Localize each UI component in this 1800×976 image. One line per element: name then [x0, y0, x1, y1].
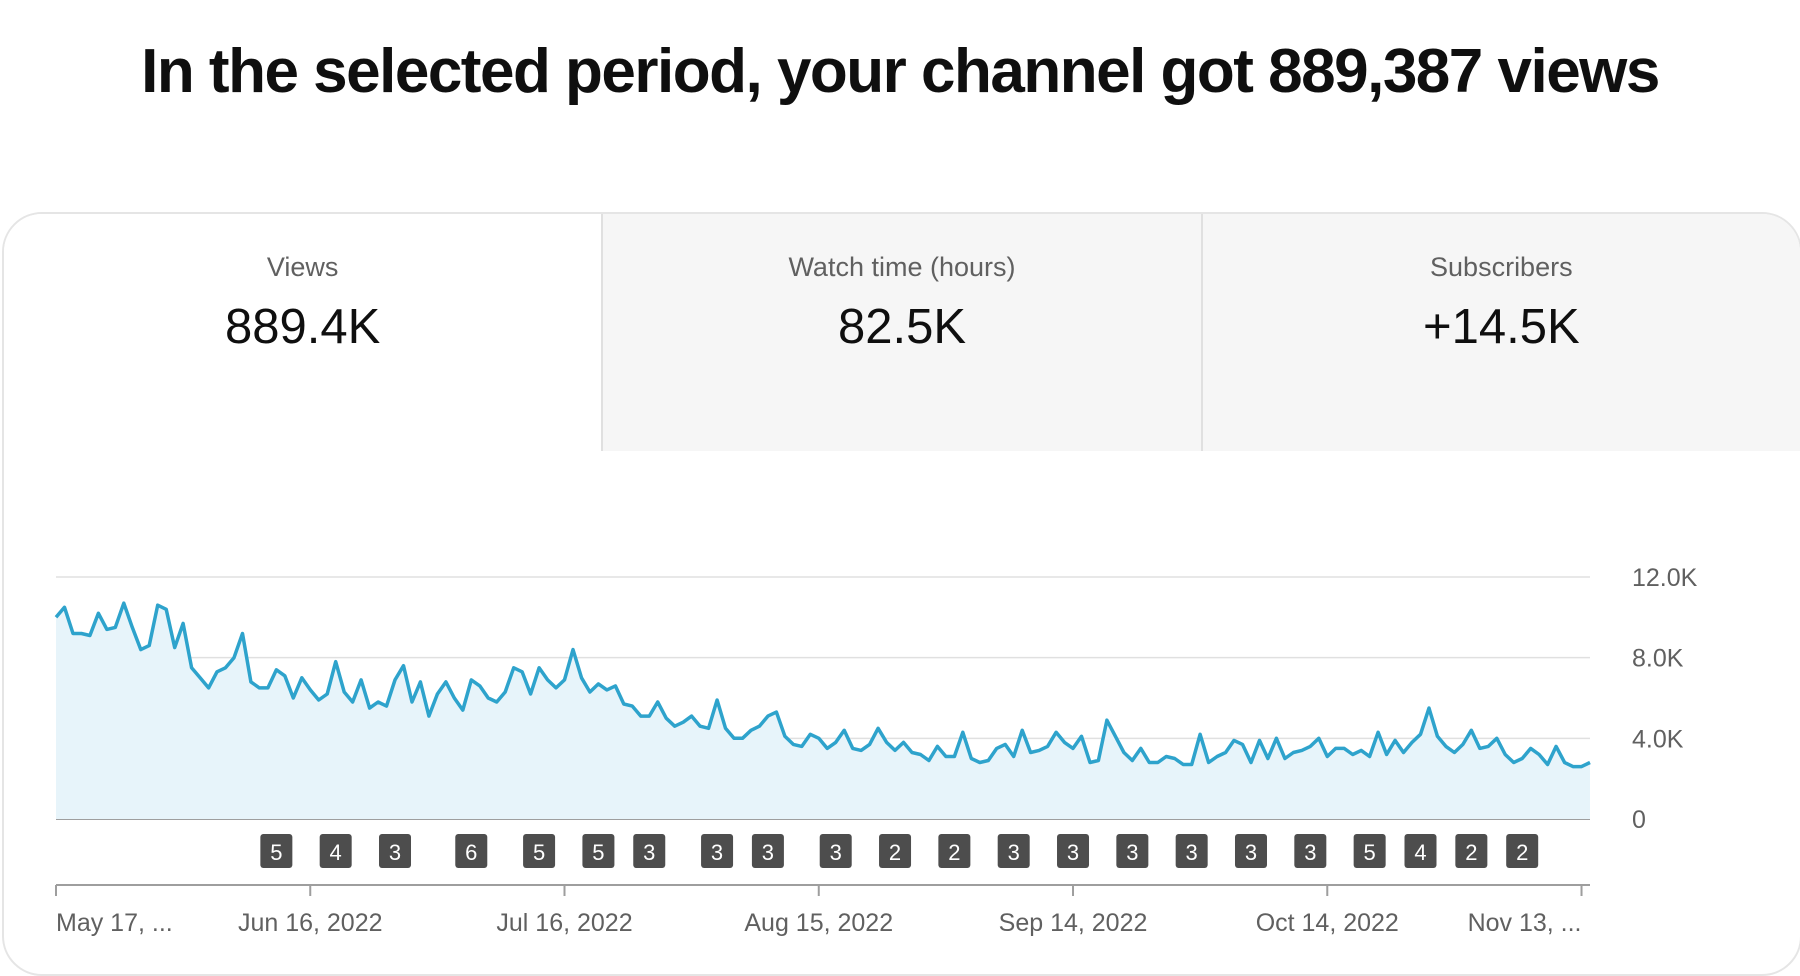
- metric-tabs: Views 889.4K Watch time (hours) 82.5K Su…: [4, 214, 1800, 451]
- event-marker-box: [1455, 834, 1488, 868]
- event-marker-count: 3: [711, 840, 723, 865]
- event-marker-count: 2: [1465, 840, 1477, 865]
- event-marker-box: [879, 834, 912, 868]
- x-tick-label: Jul 16, 2022: [496, 909, 632, 937]
- x-tick-label: Oct 14, 2022: [1256, 909, 1399, 937]
- event-marker[interactable]: 4: [1404, 834, 1437, 868]
- event-marker-box: [1353, 834, 1386, 868]
- event-marker[interactable]: 2: [1506, 834, 1539, 868]
- y-tick-label: 12.0K: [1632, 564, 1698, 592]
- x-tick-label: Nov 13, ...: [1468, 909, 1582, 937]
- event-marker[interactable]: 3: [997, 834, 1030, 868]
- event-marker[interactable]: 5: [260, 834, 293, 868]
- event-marker[interactable]: 6: [455, 834, 488, 868]
- tab-subscribers[interactable]: Subscribers +14.5K: [1200, 214, 1800, 451]
- event-marker-count: 5: [533, 840, 545, 865]
- event-marker[interactable]: 3: [751, 834, 784, 868]
- event-marker-box: [1404, 834, 1437, 868]
- event-marker-count: 3: [643, 840, 655, 865]
- metric-label: Watch time (hours): [788, 252, 1016, 282]
- y-tick-label: 0: [1632, 806, 1646, 834]
- event-marker-box: [260, 834, 293, 868]
- x-tick-label: May 17, ...: [56, 909, 173, 937]
- event-marker-count: 3: [389, 840, 401, 865]
- event-marker-box: [455, 834, 488, 868]
- event-marker-count: 3: [762, 840, 774, 865]
- event-marker-box: [819, 834, 852, 868]
- event-marker-box: [1057, 834, 1090, 868]
- event-marker[interactable]: 3: [701, 834, 734, 868]
- tab-views[interactable]: Views 889.4K: [4, 214, 602, 451]
- x-tick-label: Aug 15, 2022: [744, 909, 893, 937]
- event-marker[interactable]: 5: [1353, 834, 1386, 868]
- views-line[interactable]: [54, 601, 1591, 769]
- event-marker-count: 3: [1304, 840, 1316, 865]
- event-marker[interactable]: 3: [1116, 834, 1149, 868]
- event-marker[interactable]: 3: [819, 834, 852, 868]
- event-marker-count: 5: [270, 840, 282, 865]
- event-marker[interactable]: 5: [523, 834, 556, 868]
- event-marker[interactable]: 5: [582, 834, 615, 868]
- event-marker-box: [1294, 834, 1327, 868]
- tab-watch-time[interactable]: Watch time (hours) 82.5K: [601, 214, 1201, 451]
- event-marker[interactable]: 2: [938, 834, 971, 868]
- event-marker-count: 5: [592, 840, 604, 865]
- event-marker-count: 5: [1364, 840, 1376, 865]
- metric-value: 889.4K: [225, 300, 381, 354]
- x-axis: May 17, ... Jun 16, 2022 Jul 16, 2022 Aug 1…: [55, 884, 1590, 937]
- event-marker-box: [1234, 834, 1267, 868]
- event-marker-count: 3: [1126, 840, 1138, 865]
- event-marker-count: 2: [1516, 840, 1528, 865]
- analytics-card: Views 889.4K Watch time (hours) 82.5K Su…: [2, 212, 1800, 976]
- event-marker-box: [582, 834, 615, 868]
- event-marker-count: 3: [1245, 840, 1257, 865]
- event-marker-box: [1175, 834, 1208, 868]
- page-title: In the selected period, your channel got…: [141, 37, 1660, 106]
- event-marker-box: [938, 834, 971, 868]
- event-marker-count: 3: [1186, 840, 1198, 865]
- event-marker-count: 2: [948, 840, 960, 865]
- event-marker-count: 3: [1008, 840, 1020, 865]
- x-tick-label: Jun 16, 2022: [238, 909, 383, 937]
- metric-label: Views: [266, 252, 339, 282]
- event-marker-box: [379, 834, 412, 868]
- views-chart: 12.0K 8.0K 4.0K 0 5 4 3 6 5 5 3 3 3 3 2 2 3 3 3 3 3 3 5 4 2 2 Ma…: [54, 564, 1698, 937]
- event-marker-count: 2: [889, 840, 901, 865]
- event-marker-box: [997, 834, 1030, 868]
- views-area: [56, 603, 1590, 819]
- y-axis-labels: 12.0K 8.0K 4.0K 0: [1632, 564, 1698, 834]
- event-marker-box: [1506, 834, 1539, 868]
- event-marker[interactable]: 3: [1294, 834, 1327, 868]
- event-marker[interactable]: 3: [1175, 834, 1208, 868]
- event-marker-count: 6: [465, 840, 477, 865]
- event-marker-count: 4: [1414, 840, 1426, 865]
- event-marker-count: 4: [330, 840, 342, 865]
- event-marker-box: [751, 834, 784, 868]
- event-marker-count: 3: [830, 840, 842, 865]
- event-marker-box: [523, 834, 556, 868]
- event-marker[interactable]: 3: [633, 834, 666, 868]
- event-marker[interactable]: 2: [1455, 834, 1488, 868]
- event-marker[interactable]: 3: [1057, 834, 1090, 868]
- event-marker[interactable]: 3: [379, 834, 412, 868]
- metric-value: 82.5K: [837, 300, 967, 354]
- metric-label: Subscribers: [1430, 252, 1573, 282]
- y-tick-label: 8.0K: [1632, 645, 1684, 673]
- event-marker[interactable]: 3: [1234, 834, 1267, 868]
- event-marker-box: [1116, 834, 1149, 868]
- metric-value: +14.5K: [1422, 300, 1580, 354]
- event-marker-count: 3: [1067, 840, 1079, 865]
- event-markers: 5 4 3 6 5 5 3 3 3 3 2 2 3 3 3 3 3 3 5 4 2 2: [260, 834, 1539, 868]
- event-marker-box: [319, 834, 352, 868]
- event-marker-box: [701, 834, 734, 868]
- y-tick-label: 4.0K: [1632, 725, 1684, 753]
- event-marker[interactable]: 4: [319, 834, 352, 868]
- event-marker[interactable]: 2: [879, 834, 912, 868]
- x-tick-label: Sep 14, 2022: [999, 909, 1148, 937]
- event-marker-box: [633, 834, 666, 868]
